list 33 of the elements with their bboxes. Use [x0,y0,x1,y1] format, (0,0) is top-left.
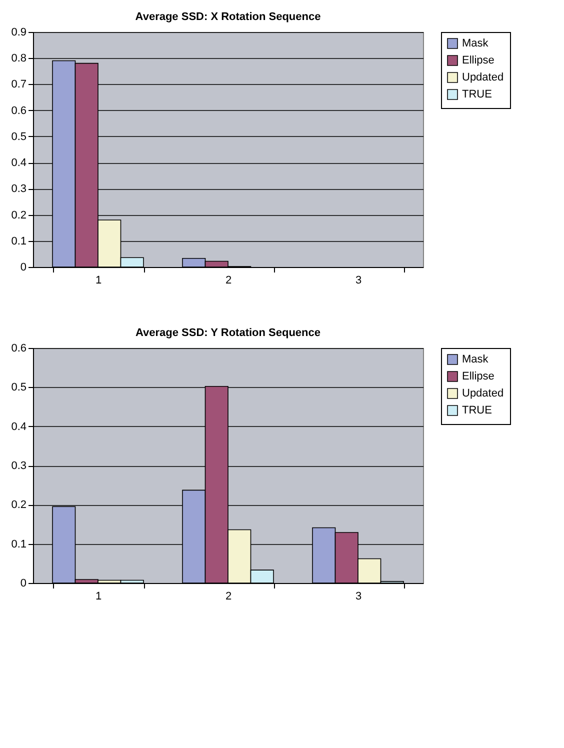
legend-label: Ellipse [462,54,494,66]
y-tick-label: 0.6 [11,342,26,354]
legend-label: Ellipse [462,370,494,382]
y-tick-label: 0.5 [11,382,26,394]
x-tick-label: 1 [95,590,102,602]
x-tick-label: 2 [225,590,232,602]
x-tick-label: 1 [95,274,102,286]
y-tick-label: 0.1 [11,235,26,248]
chart-title: Average SSD: Y Rotation Sequence [135,327,321,339]
x-tick-label: 3 [355,590,362,602]
x-tick-label: 3 [355,274,362,286]
x-tick-label: 2 [225,274,232,286]
y-tick-label: 0.2 [11,209,26,222]
y-tick-label: 0.7 [11,78,26,91]
y-tick-label: 0 [20,262,26,274]
y-tick-label: 0 [20,578,26,590]
y-tick-label: 0.9 [11,26,26,38]
y-tick-label: 0.4 [11,420,26,433]
chart-title: Average SSD: X Rotation Sequence [135,11,321,23]
y-tick-label: 0.3 [11,183,26,196]
y-tick-label: 0.3 [11,460,26,472]
y-tick-label: 0.1 [11,538,26,550]
legend-label: TRUE [462,404,492,416]
legend-label: Mask [462,354,489,366]
y-tick-label: 0.5 [11,130,26,143]
y-tick-label: 0.2 [11,499,26,512]
legend-label: Updated [462,388,504,400]
legend-label: TRUE [462,88,492,100]
legend-label: Updated [462,72,504,84]
legend-label: Mask [462,38,489,50]
y-tick-label: 0.6 [11,104,26,117]
y-tick-label: 0.4 [11,157,26,170]
y-tick-label: 0.8 [11,52,26,65]
